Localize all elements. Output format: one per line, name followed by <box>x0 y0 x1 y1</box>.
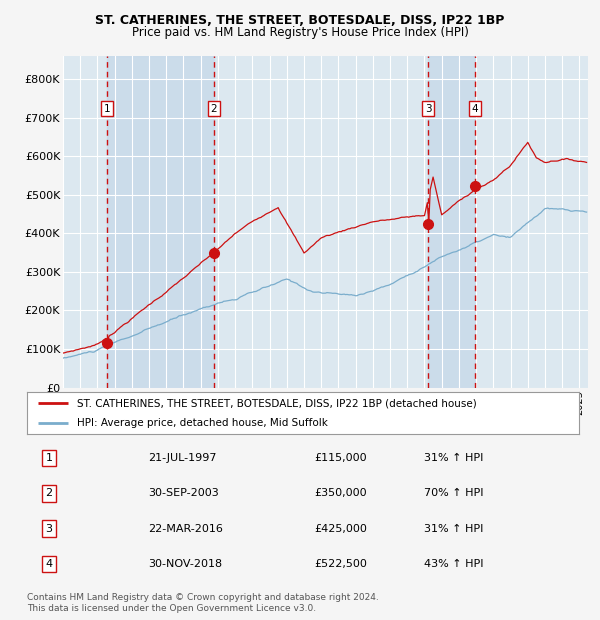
Text: 70% ↑ HPI: 70% ↑ HPI <box>424 488 484 498</box>
Bar <box>107 56 214 388</box>
Bar <box>428 56 475 388</box>
Text: 1: 1 <box>104 104 110 114</box>
Text: 1: 1 <box>46 453 53 463</box>
Text: 22-MAR-2016: 22-MAR-2016 <box>148 523 223 534</box>
Text: £115,000: £115,000 <box>314 453 367 463</box>
Text: 4: 4 <box>472 104 478 114</box>
Text: £522,500: £522,500 <box>314 559 367 569</box>
Text: 3: 3 <box>46 523 53 534</box>
Text: 4: 4 <box>46 559 53 569</box>
Text: 21-JUL-1997: 21-JUL-1997 <box>148 453 217 463</box>
Text: 3: 3 <box>425 104 431 114</box>
Text: 30-NOV-2018: 30-NOV-2018 <box>148 559 223 569</box>
Text: £350,000: £350,000 <box>314 488 367 498</box>
Text: 2: 2 <box>211 104 217 114</box>
Text: 31% ↑ HPI: 31% ↑ HPI <box>424 523 484 534</box>
Text: 2: 2 <box>46 488 53 498</box>
Text: 31% ↑ HPI: 31% ↑ HPI <box>424 453 484 463</box>
Text: ST. CATHERINES, THE STREET, BOTESDALE, DISS, IP22 1BP (detached house): ST. CATHERINES, THE STREET, BOTESDALE, D… <box>77 398 476 408</box>
Text: ST. CATHERINES, THE STREET, BOTESDALE, DISS, IP22 1BP: ST. CATHERINES, THE STREET, BOTESDALE, D… <box>95 14 505 27</box>
Text: 43% ↑ HPI: 43% ↑ HPI <box>424 559 484 569</box>
Text: Price paid vs. HM Land Registry's House Price Index (HPI): Price paid vs. HM Land Registry's House … <box>131 26 469 39</box>
Text: Contains HM Land Registry data © Crown copyright and database right 2024.
This d: Contains HM Land Registry data © Crown c… <box>27 593 379 613</box>
Text: £425,000: £425,000 <box>314 523 367 534</box>
Text: HPI: Average price, detached house, Mid Suffolk: HPI: Average price, detached house, Mid … <box>77 418 328 428</box>
Text: 30-SEP-2003: 30-SEP-2003 <box>148 488 219 498</box>
